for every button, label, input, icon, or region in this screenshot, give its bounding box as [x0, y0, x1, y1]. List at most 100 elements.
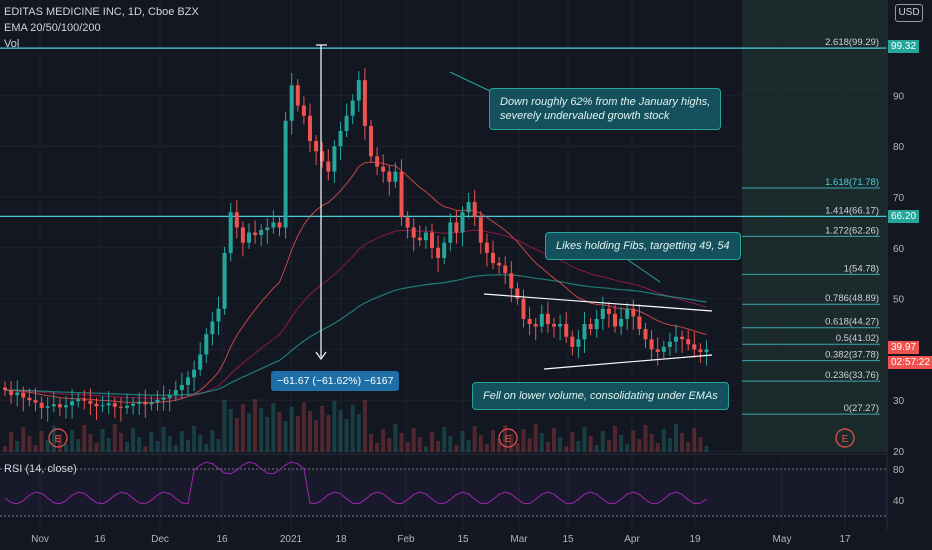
volume-bar	[674, 424, 678, 452]
candle-body	[625, 308, 630, 319]
volume-bar	[70, 430, 75, 452]
time-tick-label: 18	[335, 534, 347, 545]
candle-body	[527, 318, 532, 324]
volume-bar	[704, 446, 709, 452]
candle-body	[533, 324, 538, 327]
volume-bar	[247, 413, 251, 452]
candle-body	[619, 318, 624, 327]
candle-body	[192, 369, 197, 378]
price-axis[interactable]: 90 80 70 60 50 40 30 20	[886, 0, 905, 530]
volume-bar	[100, 429, 105, 452]
volume-bar	[619, 435, 624, 452]
price-tag-99: 99.32	[888, 40, 920, 53]
candle-body	[9, 390, 14, 396]
candle-body	[442, 242, 447, 258]
candle-body	[198, 354, 203, 370]
volume-bar	[33, 445, 38, 452]
time-tick-label: 2021	[280, 534, 303, 545]
candle-body	[57, 404, 62, 408]
volume-bar	[326, 415, 331, 452]
candle-body	[478, 217, 483, 243]
candle-body	[588, 324, 593, 330]
candle-body	[484, 242, 489, 253]
candle-body	[369, 125, 373, 157]
volume-bar	[57, 435, 62, 452]
volume-bar	[405, 442, 410, 452]
rsi-pane[interactable]: 80 40	[0, 453, 905, 517]
volume-bar	[545, 442, 550, 452]
earnings-marker	[498, 428, 518, 448]
candle-body	[27, 397, 32, 401]
candle-body	[344, 115, 349, 131]
measure-label[interactable]: −61.67 (−61.62%) −6167	[271, 371, 400, 391]
candle-body	[405, 217, 410, 228]
volume-bar	[228, 409, 233, 452]
volume-bar	[521, 429, 526, 452]
annotation-consolidating[interactable]: Fell on lower volume, consolidating unde…	[472, 382, 729, 410]
rsi-line	[4, 461, 707, 505]
candle-body	[240, 227, 245, 243]
annotation-fibs[interactable]: Likes holding Fibs, targetting 49, 54	[545, 232, 741, 260]
volume-bar	[631, 430, 636, 452]
symbol-title[interactable]: EDITAS MEDICINE INC, 1D, Cboe BZX	[4, 6, 199, 18]
volume-bar	[430, 432, 434, 452]
candle-body	[125, 405, 129, 408]
candle-body	[417, 237, 422, 241]
candle-body	[51, 404, 56, 407]
candle-body	[15, 392, 20, 396]
candle-body	[491, 252, 495, 264]
candle-body	[173, 390, 178, 396]
time-tick-label: Dec	[151, 534, 169, 545]
price-tick-label: 50	[893, 295, 905, 306]
currency-button[interactable]: USD	[895, 4, 923, 22]
price-tick-label: 30	[893, 396, 905, 407]
candle-body	[576, 339, 581, 347]
candle-body	[375, 156, 380, 167]
rsi-legend[interactable]: RSI (14, close)	[4, 463, 77, 475]
candle-body	[649, 339, 654, 350]
candle-body	[314, 141, 319, 152]
candle-body	[228, 212, 233, 253]
candles	[3, 67, 709, 422]
volume-bar	[155, 441, 160, 452]
time-tick-label: 16	[94, 534, 106, 545]
candle-body	[283, 120, 288, 228]
candle-body	[436, 247, 441, 258]
candle-body	[643, 329, 648, 340]
time-tick-label: 15	[562, 534, 574, 545]
volume-bar	[350, 405, 355, 452]
volume-bar	[564, 446, 569, 452]
candle-body	[539, 313, 544, 327]
volume-bar	[3, 446, 7, 452]
candle-body	[680, 336, 685, 340]
candle-body	[204, 334, 209, 355]
candle-body	[320, 151, 325, 162]
volume-bar	[186, 440, 190, 452]
candle-body	[570, 336, 575, 347]
candle-body	[259, 230, 264, 236]
candle-body	[70, 401, 75, 406]
candle-body	[692, 344, 697, 350]
measure-arrowhead	[315, 351, 327, 361]
candle-body	[271, 222, 276, 228]
candle-body	[698, 349, 703, 352]
volume-bar	[613, 426, 617, 452]
candle-body	[332, 146, 337, 172]
volume-bar	[161, 427, 166, 452]
ema-legend[interactable]: EMA 20/50/100/200	[4, 22, 101, 34]
volume-bar	[649, 434, 654, 452]
time-axis[interactable]: Nov 16 Dec 16 2021 18 Feb 15 Mar 15 Apr 19 May 17	[31, 534, 851, 545]
volume-bar	[118, 433, 123, 452]
volume-bar	[64, 444, 68, 452]
countdown-tag: 02:57:22	[888, 356, 932, 369]
volume-bar	[240, 404, 245, 452]
candle-body	[253, 232, 258, 236]
last-price-tag: 39.97	[888, 341, 920, 354]
candle-body	[3, 387, 7, 391]
annotation-down-62[interactable]: Down roughly 62% from the January highs,…	[489, 88, 722, 130]
volume-bar	[344, 419, 349, 452]
volume-legend[interactable]: Vol	[4, 38, 20, 50]
volume-bar	[667, 438, 672, 452]
